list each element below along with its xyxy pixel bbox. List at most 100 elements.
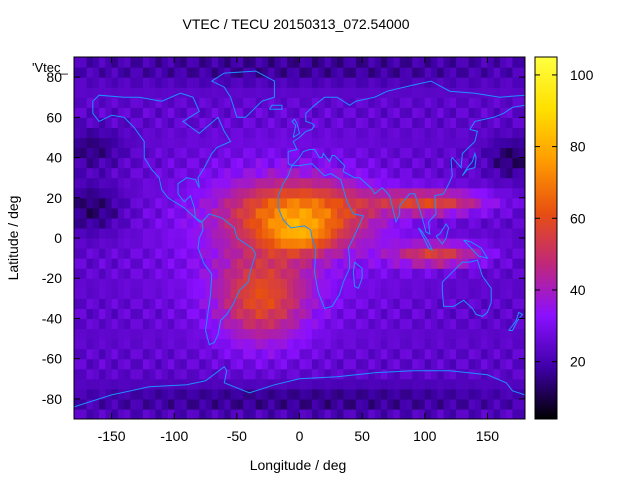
heatmap-cell xyxy=(481,408,489,419)
heatmap-cell xyxy=(405,258,413,269)
heatmap-cell xyxy=(299,67,307,78)
heatmap-cell xyxy=(117,97,125,108)
heatmap-cell xyxy=(299,87,307,98)
heatmap-cell xyxy=(199,147,207,159)
heatmap-cell xyxy=(236,207,244,219)
heatmap-cell xyxy=(111,268,119,279)
heatmap-cell xyxy=(380,217,388,229)
heatmap-cell xyxy=(130,238,138,249)
heatmap-cell xyxy=(468,338,476,350)
heatmap-cell xyxy=(255,177,263,189)
heatmap-cell xyxy=(418,288,426,299)
heatmap-cell xyxy=(343,207,351,219)
heatmap-cell xyxy=(167,378,175,390)
heatmap-cell xyxy=(224,258,232,269)
heatmap-cell xyxy=(249,358,257,370)
heatmap-cell xyxy=(418,167,426,179)
heatmap-cell xyxy=(280,258,288,269)
heatmap-cell xyxy=(224,248,232,259)
heatmap-cell xyxy=(224,227,232,239)
heatmap-cell xyxy=(92,278,100,289)
heatmap-cell xyxy=(493,147,501,159)
heatmap-cell xyxy=(506,348,514,360)
heatmap-cell xyxy=(218,298,225,309)
heatmap-cell xyxy=(293,288,301,299)
heatmap-cell xyxy=(80,227,88,239)
heatmap-cell xyxy=(218,67,225,78)
heatmap-cell xyxy=(86,157,94,169)
heatmap-cell xyxy=(180,157,188,169)
heatmap-cell xyxy=(86,238,94,249)
heatmap-cell xyxy=(449,318,457,330)
heatmap-cell xyxy=(493,328,501,340)
heatmap-cell xyxy=(255,338,263,350)
heatmap-cell xyxy=(368,187,376,199)
heatmap-cell xyxy=(374,408,382,419)
y-tick-label: 20 xyxy=(46,190,62,206)
heatmap-cell xyxy=(243,368,250,380)
heatmap-cell xyxy=(193,147,200,159)
heatmap-cell xyxy=(493,77,501,88)
heatmap-cell xyxy=(468,238,476,249)
heatmap-cell xyxy=(230,177,238,189)
heatmap-cell xyxy=(324,348,332,360)
heatmap-cell xyxy=(518,358,525,370)
heatmap-cell xyxy=(86,398,94,410)
heatmap-cell xyxy=(412,358,420,370)
heatmap-cell xyxy=(481,67,489,78)
heatmap-cell xyxy=(424,147,432,159)
heatmap-cell xyxy=(362,207,369,219)
heatmap-cell xyxy=(174,107,182,118)
heatmap-cell xyxy=(92,248,100,259)
heatmap-cell xyxy=(305,127,313,139)
heatmap-cell xyxy=(105,238,113,249)
heatmap-cell xyxy=(481,177,489,189)
heatmap-cell xyxy=(387,77,395,88)
heatmap-cell xyxy=(136,167,144,179)
heatmap-cell xyxy=(337,227,344,239)
heatmap-cell xyxy=(111,338,119,350)
heatmap-cell xyxy=(111,248,119,259)
heatmap-cell xyxy=(136,157,144,169)
heatmap-cell xyxy=(299,187,307,199)
heatmap-cell xyxy=(274,268,282,279)
heatmap-cell xyxy=(368,388,376,400)
heatmap-cell xyxy=(368,278,376,289)
heatmap-cell xyxy=(374,398,382,410)
heatmap-cell xyxy=(337,167,344,179)
heatmap-cell xyxy=(261,298,269,309)
heatmap-cell xyxy=(462,217,470,229)
heatmap-cell xyxy=(255,57,263,68)
heatmap-cell xyxy=(155,268,163,279)
heatmap-cell xyxy=(286,358,294,370)
heatmap-cell xyxy=(180,238,188,249)
heatmap-cell xyxy=(474,278,482,289)
heatmap-cell xyxy=(293,338,301,350)
heatmap-cell xyxy=(174,57,182,68)
heatmap-cell xyxy=(468,167,476,179)
heatmap-cell xyxy=(424,67,432,78)
heatmap-cell xyxy=(80,57,88,68)
heatmap-cell xyxy=(249,87,257,98)
heatmap-cell xyxy=(236,117,244,128)
heatmap-cell xyxy=(193,207,200,219)
heatmap-cell xyxy=(142,388,150,400)
heatmap-cell xyxy=(142,408,150,419)
heatmap-cell xyxy=(506,328,514,340)
heatmap-cell xyxy=(193,67,200,78)
heatmap-cell xyxy=(255,258,263,269)
heatmap-cell xyxy=(249,378,257,390)
heatmap-cell xyxy=(362,328,369,340)
heatmap-cell xyxy=(493,107,501,118)
heatmap-cell xyxy=(136,67,144,78)
heatmap-cell xyxy=(374,117,382,128)
heatmap-cell xyxy=(230,288,238,299)
heatmap-cell xyxy=(493,137,501,149)
heatmap-cell xyxy=(380,67,388,78)
heatmap-cell xyxy=(362,258,369,269)
heatmap-cell xyxy=(180,87,188,98)
heatmap-cell xyxy=(318,288,326,299)
heatmap-cell xyxy=(74,278,81,289)
heatmap-cell xyxy=(105,137,113,149)
heatmap-cell xyxy=(355,217,363,229)
